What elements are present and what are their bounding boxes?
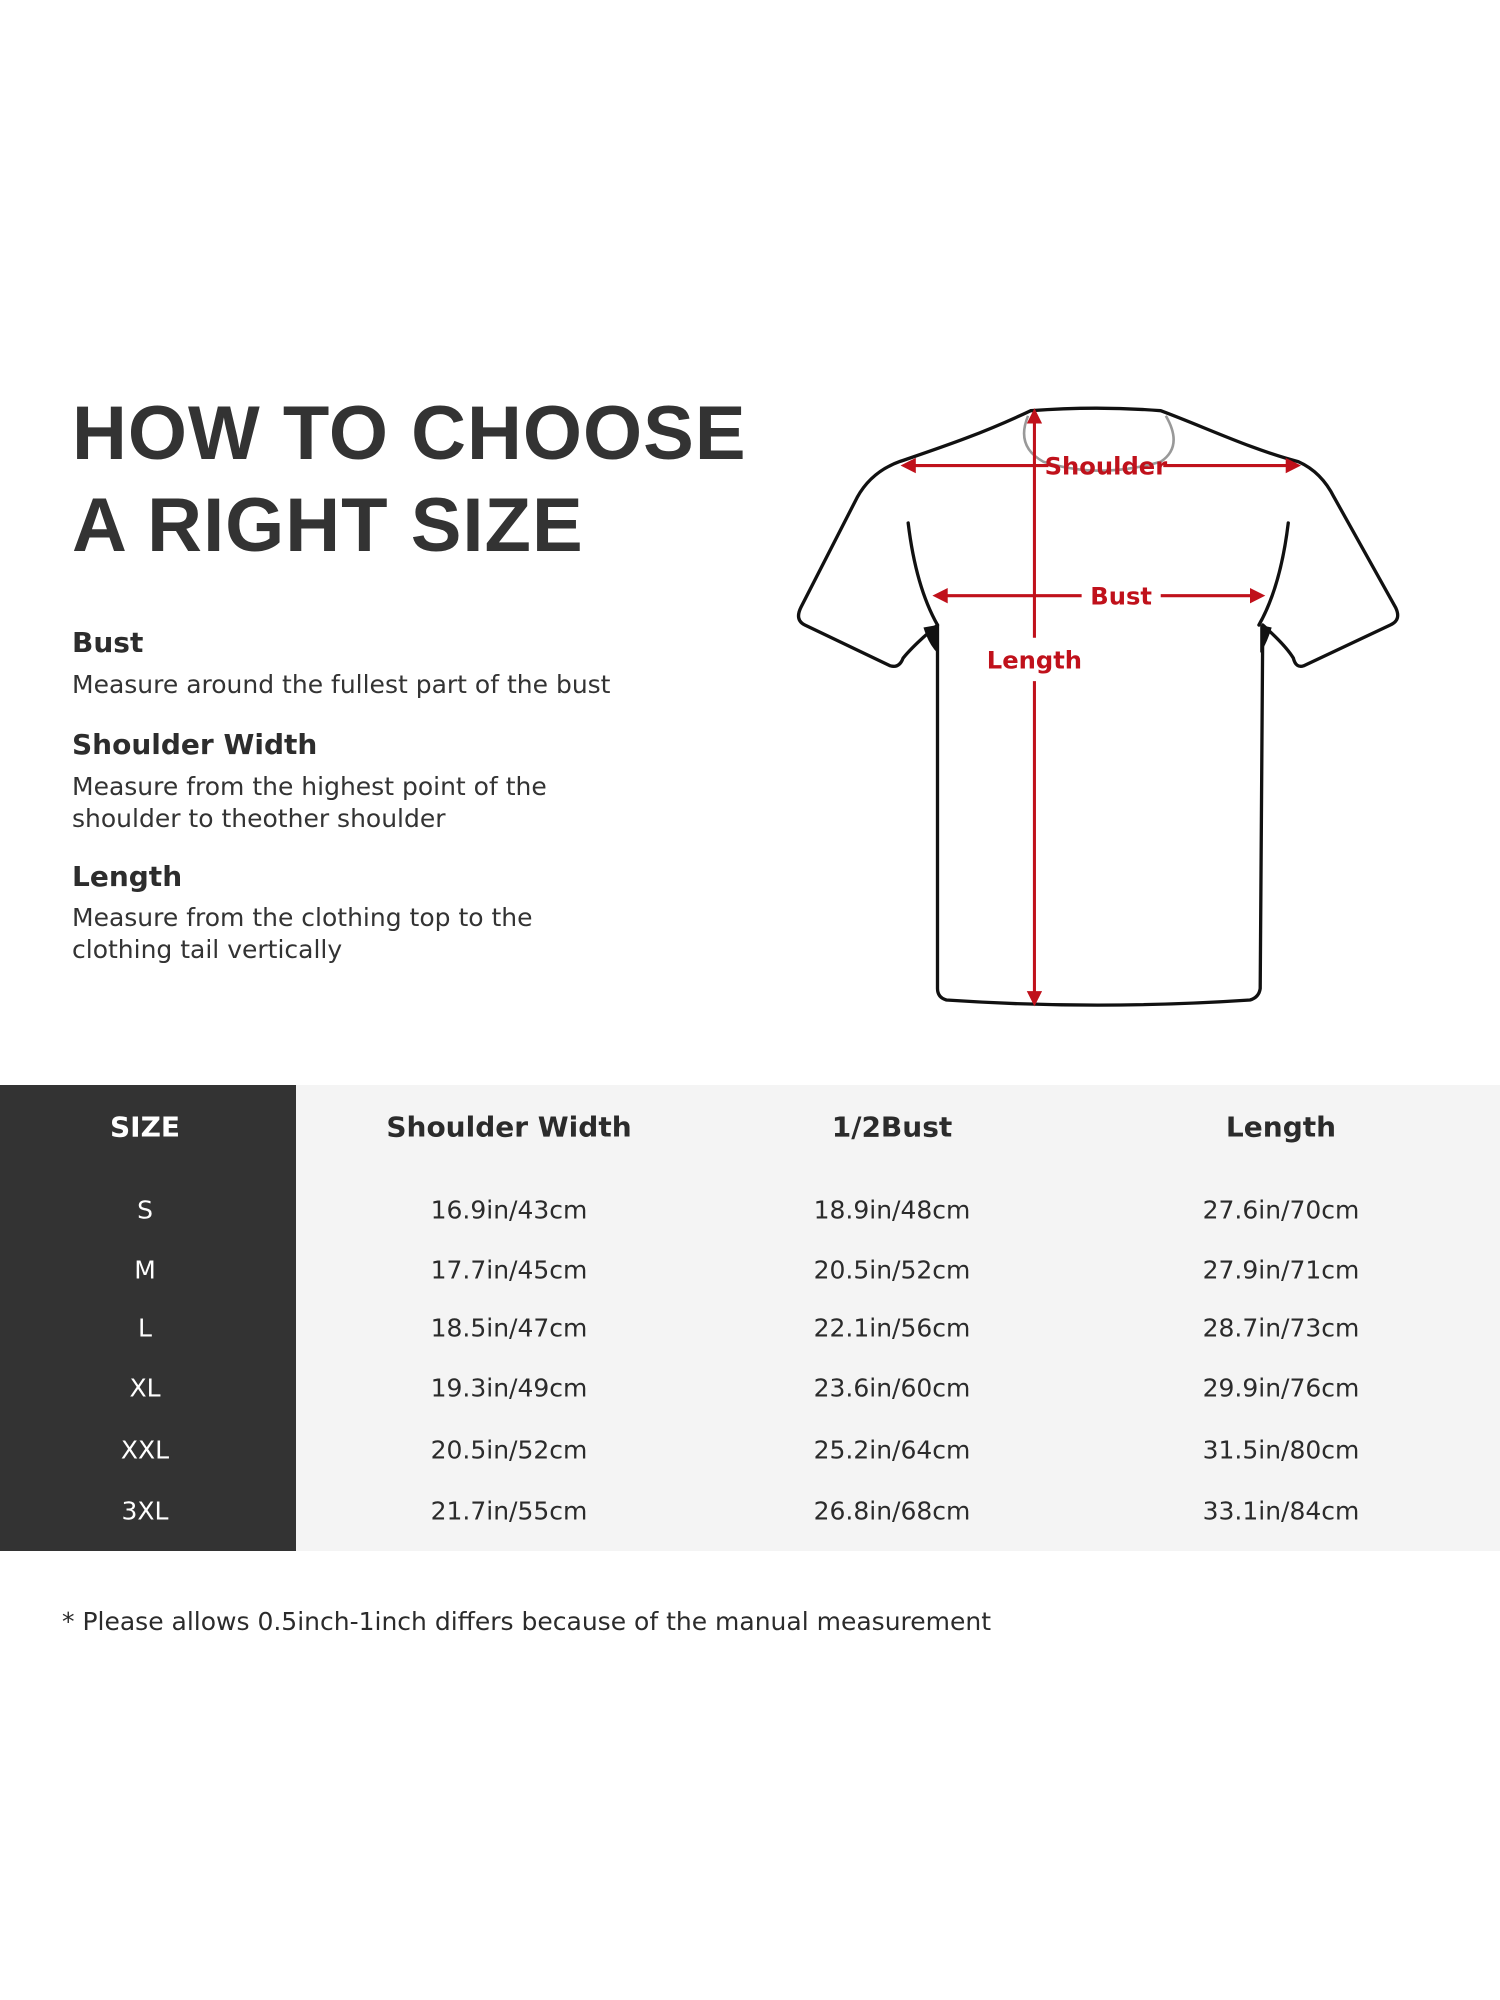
cell-length: 27.6in/70cm xyxy=(1202,1195,1360,1225)
header-half-bust: 1/2Bust xyxy=(831,1110,953,1144)
bust-label: Bust xyxy=(72,626,144,659)
cell-size: M xyxy=(134,1255,156,1285)
cell-shoulder-width: 17.7in/45cm xyxy=(430,1255,588,1285)
page-title: HOW TO CHOOSE A RIGHT SIZE xyxy=(72,388,747,572)
cell-half-bust: 25.2in/64cm xyxy=(813,1435,971,1465)
cell-shoulder-width: 19.3in/49cm xyxy=(430,1373,588,1403)
cell-shoulder-width: 18.5in/47cm xyxy=(430,1313,588,1343)
cell-size: 3XL xyxy=(121,1496,169,1526)
title-line-1: HOW TO CHOOSE xyxy=(72,391,747,476)
shoulder-width-description: Measure from the highest point of the sh… xyxy=(72,771,672,835)
cell-size: XL xyxy=(129,1373,161,1403)
cell-shoulder-width: 16.9in/43cm xyxy=(430,1195,588,1225)
length-description: Measure from the clothing top to the clo… xyxy=(72,902,672,966)
bust-diagram-label: Bust xyxy=(1090,583,1152,611)
cell-size: S xyxy=(137,1195,153,1225)
header-shoulder-width: Shoulder Width xyxy=(386,1110,632,1144)
bust-description-line: Measure around the fullest part of the b… xyxy=(72,670,611,699)
measurement-note: * Please allows 0.5inch-1inch differs be… xyxy=(62,1607,992,1636)
length-diagram-label: Length xyxy=(987,646,1082,674)
shoulder-description-line: shoulder to theother shoulder xyxy=(72,804,446,833)
length-label: Length xyxy=(72,860,183,893)
size-chart-table: SIZE Shoulder Width 1/2Bust Length S 16.9in/4… xyxy=(0,1085,1500,1551)
cell-half-bust: 23.6in/60cm xyxy=(813,1373,971,1403)
cell-shoulder-width: 20.5in/52cm xyxy=(430,1435,588,1465)
cell-length: 27.9in/71cm xyxy=(1202,1255,1360,1285)
cell-half-bust: 22.1in/56cm xyxy=(813,1313,971,1343)
header-length: Length xyxy=(1225,1110,1337,1144)
shoulder-width-label: Shoulder Width xyxy=(72,728,318,761)
cell-size: L xyxy=(138,1313,152,1343)
length-description-line: clothing tail vertically xyxy=(72,935,343,964)
cell-half-bust: 26.8in/68cm xyxy=(813,1496,971,1526)
header-size: SIZE xyxy=(109,1110,181,1144)
size-column-background xyxy=(0,1085,296,1551)
cell-length: 28.7in/73cm xyxy=(1202,1313,1360,1343)
neckline xyxy=(1022,415,1175,472)
shoulder-diagram-label: Shoulder xyxy=(1045,452,1168,480)
cell-length: 33.1in/84cm xyxy=(1202,1496,1360,1526)
bust-description: Measure around the fullest part of the b… xyxy=(72,669,672,701)
cell-shoulder-width: 21.7in/55cm xyxy=(430,1496,588,1526)
title-line-2: A RIGHT SIZE xyxy=(72,483,584,568)
t-shirt-outline-icon xyxy=(796,406,1400,1007)
cell-half-bust: 20.5in/52cm xyxy=(813,1255,971,1285)
cell-length: 31.5in/80cm xyxy=(1202,1435,1360,1465)
measurement-lines xyxy=(900,408,1302,1007)
cell-size: XXL xyxy=(120,1435,170,1465)
armpit-shadow xyxy=(923,625,1272,654)
cell-half-bust: 18.9in/48cm xyxy=(813,1195,971,1225)
shoulder-description-line: Measure from the highest point of the xyxy=(72,772,547,801)
cell-length: 29.9in/76cm xyxy=(1202,1373,1360,1403)
length-description-line: Measure from the clothing top to the xyxy=(72,903,533,932)
